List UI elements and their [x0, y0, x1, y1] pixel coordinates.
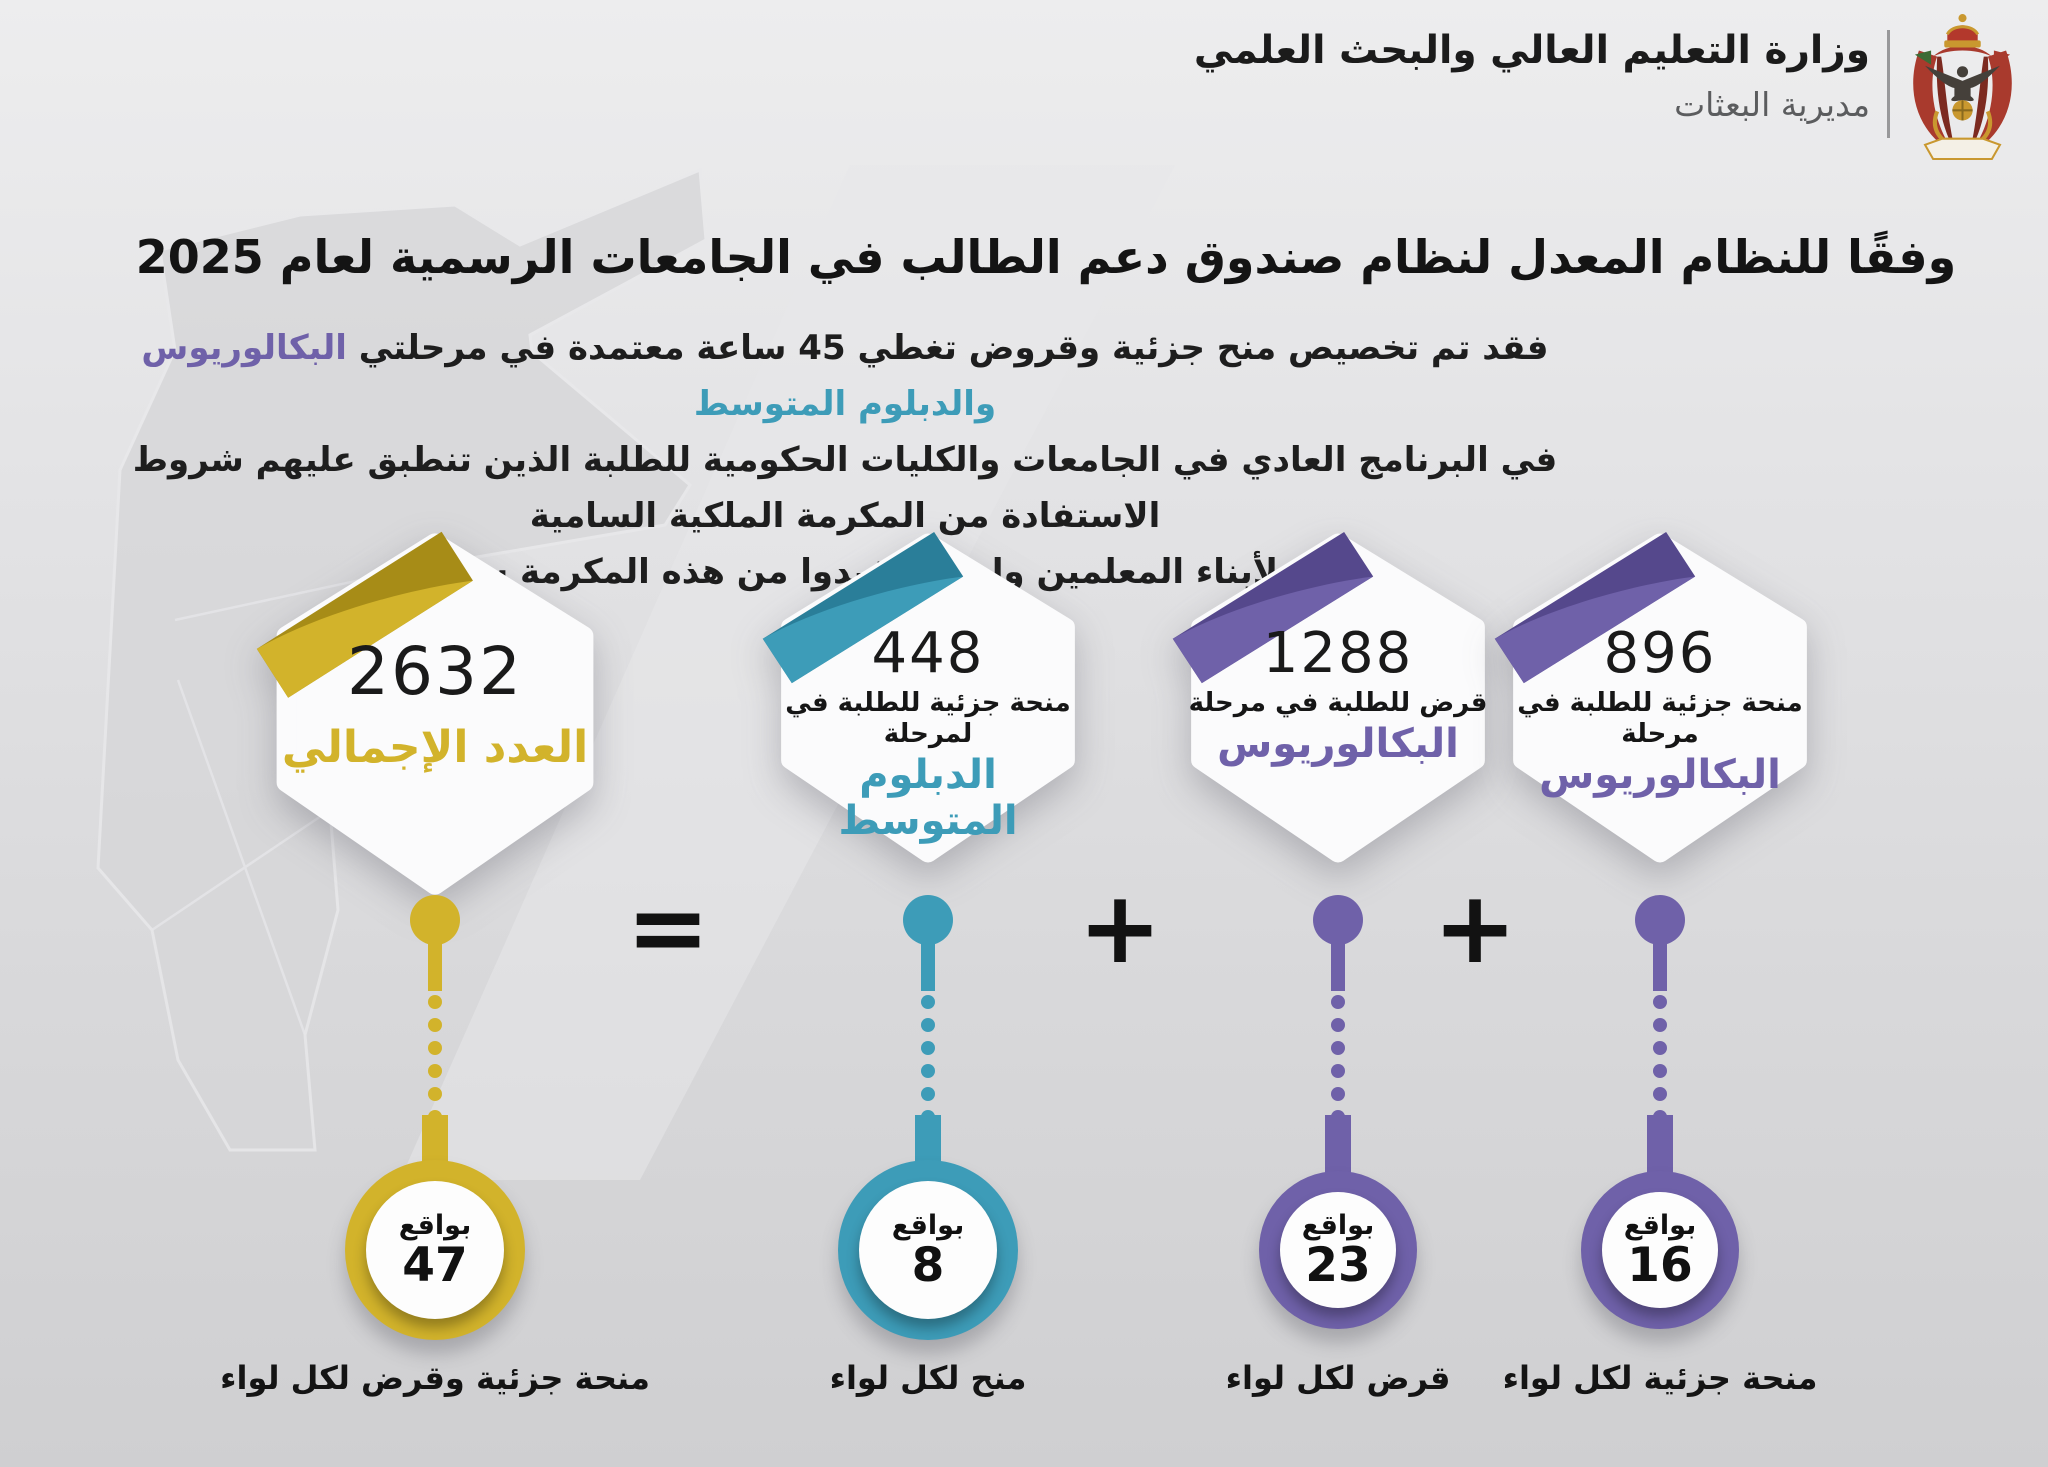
badge-value: 1288	[1262, 621, 1414, 686]
directorate-name: مديرية البعثات	[1674, 84, 1870, 124]
badge-value: 2632	[347, 633, 523, 710]
diploma-highlight: والدبلوم المتوسط	[693, 384, 997, 424]
bachelor-highlight: البكالوريوس	[141, 328, 347, 368]
hex-badge: 2632 العدد الإجمالي	[256, 531, 600, 895]
column-footer-label: قرض لكل لواء	[1225, 1359, 1451, 1397]
header-divider	[1887, 30, 1890, 138]
plus-sign: +	[1078, 869, 1162, 986]
pin-head-circle	[903, 895, 953, 945]
intro-line-1: فقد تم تخصيص منح جزئية وقروض تغطي 45 ساع…	[95, 320, 1595, 432]
badge-sublabel: قرض للطلبة في مرحلة	[1188, 687, 1488, 718]
card-column-bachelor-loan: 1288 قرض للطلبة في مرحلة البكالوريوس بوا…	[1158, 532, 1518, 1445]
intro-line-2: في البرنامج العادي في الجامعات والكليات …	[132, 440, 1558, 536]
hex-badge: 896 منحة جزئية للطلبة في مرحلة البكالوري…	[1494, 532, 1813, 863]
badge-label: الدبلوم المتوسط	[838, 752, 1018, 845]
credit-hours-value: 45	[798, 328, 846, 368]
pin-head-circle	[1635, 895, 1685, 945]
pin-dotted-line	[428, 995, 442, 1124]
pin-dotted-line	[921, 995, 935, 1124]
per-word: بواقع	[1301, 1209, 1375, 1241]
column-footer-label: منحة جزئية وقرض لكل لواء	[220, 1359, 650, 1397]
badge-label: العدد الإجمالي	[281, 722, 589, 774]
per-word: بواقع	[891, 1209, 965, 1241]
plus-sign: +	[1433, 869, 1517, 986]
ministry-name: وزارة التعليم العالي والبحث العلمي	[1193, 28, 1870, 73]
per-district-ring: بواقع 23	[1259, 1171, 1417, 1329]
intro-part1: فقد تم تخصيص منح جزئية وقروض تغطي	[845, 328, 1549, 368]
column-footer-label: منح لكل لواء	[829, 1359, 1027, 1397]
intro-part2: ساعة معتمدة في مرحلتي	[346, 328, 799, 368]
header: وزارة التعليم العالي والبحث العلمي مديري…	[1194, 26, 1870, 124]
per-district-ring: بواقع 47	[345, 1160, 525, 1340]
per-value: 47	[402, 1237, 468, 1293]
pin-head-circle	[410, 895, 460, 945]
intro-paragraph: فقد تم تخصيص منح جزئية وقروض تغطي 45 ساع…	[95, 320, 1595, 600]
badge-sublabel: منحة جزئية للطلبة في مرحلة	[1517, 687, 1803, 749]
pin-head-circle	[1313, 895, 1363, 945]
per-value: 8	[911, 1237, 945, 1293]
equals-sign: =	[626, 869, 710, 986]
per-word: بواقع	[398, 1209, 472, 1241]
badge-label: البكالوريوس	[1217, 720, 1459, 767]
page-title: وفقًا للنظام المعدل لنظام صندوق دعم الطا…	[135, 230, 1957, 284]
badge-value: 896	[1603, 621, 1717, 686]
jordan-coat-of-arms-icon	[1913, 14, 2012, 160]
pin-stem	[921, 941, 935, 991]
badge-sublabel: منحة جزئية للطلبة في لمرحلة	[785, 687, 1071, 749]
pin-stem	[428, 941, 442, 991]
card-column-bachelor-grant: 896 منحة جزئية للطلبة في مرحلة البكالوري…	[1480, 532, 1840, 1445]
per-value: 16	[1627, 1237, 1693, 1293]
pin-handle	[1647, 1115, 1673, 1173]
pin-dotted-line	[1653, 995, 1667, 1124]
card-column-total: 2632 العدد الإجمالي بواقع 47 منحة جزئية …	[220, 531, 650, 1445]
card-column-diploma: 448 منحة جزئية للطلبة في لمرحلة الدبلوم …	[748, 532, 1108, 1445]
badge-value: 448	[871, 621, 985, 686]
badge-label: البكالوريوس	[1539, 752, 1781, 799]
hex-badge: 448 منحة جزئية للطلبة في لمرحلة الدبلوم …	[762, 532, 1081, 863]
column-footer-label: منحة جزئية لكل لواء	[1502, 1359, 1818, 1397]
per-value: 23	[1305, 1237, 1371, 1293]
per-district-ring: بواقع 8	[838, 1160, 1018, 1340]
per-district-ring: بواقع 16	[1581, 1171, 1739, 1329]
pin-stem	[1653, 941, 1667, 991]
pin-handle	[1325, 1115, 1351, 1173]
pin-stem	[1331, 941, 1345, 991]
hex-badge: 1288 قرض للطلبة في مرحلة البكالوريوس	[1172, 532, 1491, 863]
per-word: بواقع	[1623, 1209, 1697, 1241]
pin-dotted-line	[1331, 995, 1345, 1124]
